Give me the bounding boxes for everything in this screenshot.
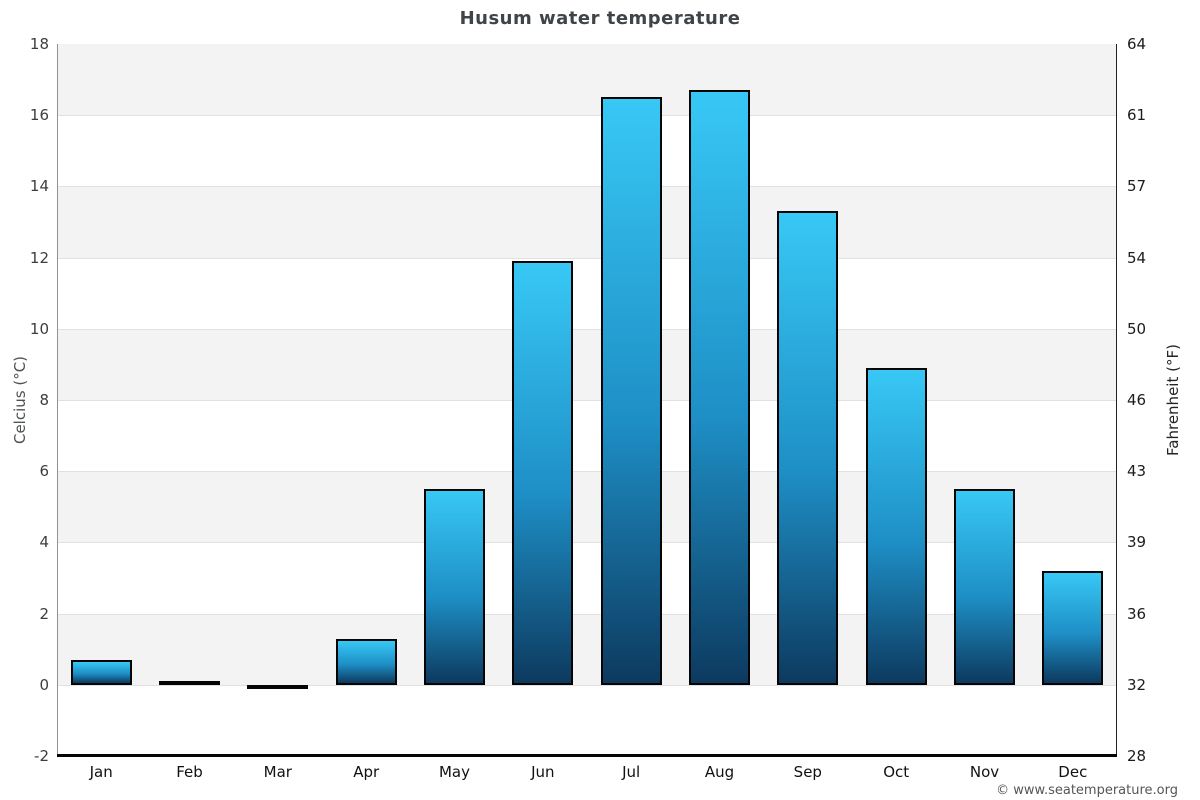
y-tick-label-celsius: -2 bbox=[34, 747, 49, 765]
y-tick-label-celsius: 4 bbox=[39, 533, 49, 552]
plot-band bbox=[57, 257, 1117, 329]
plot-band bbox=[57, 613, 1117, 685]
x-axis-line bbox=[57, 754, 1117, 757]
y-tick-label-fahrenheit: 46 bbox=[1127, 391, 1147, 409]
y-tick-label-fahrenheit: 28 bbox=[1127, 747, 1147, 765]
y-tick-label-celsius: 2 bbox=[39, 604, 49, 623]
gridline bbox=[57, 685, 1117, 686]
plot-band bbox=[57, 542, 1117, 614]
y-tick-label-fahrenheit: 54 bbox=[1127, 248, 1147, 267]
gridline bbox=[57, 542, 1117, 543]
plot-band bbox=[57, 44, 1117, 116]
x-tick-label-dec: Dec bbox=[1058, 763, 1088, 781]
bar-jul bbox=[600, 97, 662, 685]
plot-area bbox=[57, 44, 1117, 757]
chart-title: Husum water temperature bbox=[459, 8, 741, 29]
y-tick-label-fahrenheit: 36 bbox=[1127, 604, 1147, 623]
plot-band bbox=[57, 471, 1117, 543]
plot-band bbox=[57, 186, 1117, 258]
x-tick-label-nov: Nov bbox=[969, 763, 1000, 781]
y-tick-label-fahrenheit: 57 bbox=[1127, 177, 1147, 196]
y-tick-label-fahrenheit: 61 bbox=[1127, 106, 1147, 125]
y-tick-label-fahrenheit: 50 bbox=[1127, 319, 1147, 338]
gridline bbox=[57, 186, 1117, 187]
bar-nov bbox=[954, 489, 1015, 685]
plot-band bbox=[57, 400, 1117, 472]
bar-dec bbox=[1042, 570, 1104, 685]
plot-band bbox=[57, 328, 1117, 400]
y-axis-right-title: Fahrenheit (°F) bbox=[1164, 344, 1182, 456]
y-tick-label-celsius: 16 bbox=[29, 106, 49, 125]
bar-sep bbox=[777, 211, 839, 685]
x-tick-label-aug: Aug bbox=[704, 763, 735, 781]
bar-mar bbox=[247, 684, 309, 689]
plot-band bbox=[57, 684, 1117, 756]
bar-oct bbox=[865, 367, 927, 685]
gridline bbox=[57, 329, 1117, 330]
x-tick-label-sep: Sep bbox=[793, 763, 822, 781]
x-tick-label-mar: Mar bbox=[263, 763, 292, 781]
y-tick-label-fahrenheit: 64 bbox=[1127, 35, 1147, 53]
bar-jan bbox=[70, 659, 132, 685]
y-tick-label-fahrenheit: 43 bbox=[1127, 462, 1147, 481]
bar-aug bbox=[689, 90, 750, 685]
gridline bbox=[57, 614, 1117, 615]
bar-apr bbox=[335, 638, 397, 685]
bar-jun bbox=[512, 261, 574, 685]
x-tick-label-jan: Jan bbox=[89, 763, 113, 781]
x-tick-label-apr: Apr bbox=[353, 763, 380, 781]
x-tick-label-oct: Oct bbox=[883, 763, 910, 781]
gridline bbox=[57, 258, 1117, 259]
bar-feb bbox=[159, 681, 220, 686]
copyright-watermark: © www.seatemperature.org bbox=[996, 783, 1178, 798]
bar-may bbox=[424, 489, 485, 685]
gridline bbox=[57, 400, 1117, 401]
plot-band bbox=[57, 115, 1117, 187]
y-axis-right-line bbox=[1116, 44, 1117, 756]
gridline bbox=[57, 115, 1117, 116]
x-tick-label-jun: Jun bbox=[531, 763, 555, 781]
y-tick-label-celsius: 8 bbox=[39, 391, 49, 409]
y-axis-left-line bbox=[57, 44, 58, 756]
y-tick-label-fahrenheit: 39 bbox=[1127, 533, 1147, 552]
y-tick-label-fahrenheit: 32 bbox=[1127, 675, 1147, 694]
y-axis-left-title: Celcius (°C) bbox=[11, 355, 29, 445]
x-tick-label-feb: Feb bbox=[176, 763, 203, 781]
y-tick-label-celsius: 10 bbox=[29, 319, 49, 338]
y-tick-label-celsius: 14 bbox=[29, 177, 49, 196]
y-tick-label-celsius: 12 bbox=[29, 248, 49, 267]
y-tick-label-celsius: 18 bbox=[29, 35, 49, 53]
y-tick-label-celsius: 6 bbox=[39, 462, 49, 481]
x-tick-label-may: May bbox=[438, 763, 470, 781]
gridline bbox=[57, 471, 1117, 472]
y-tick-label-celsius: 0 bbox=[39, 675, 49, 694]
x-tick-label-jul: Jul bbox=[622, 763, 641, 781]
